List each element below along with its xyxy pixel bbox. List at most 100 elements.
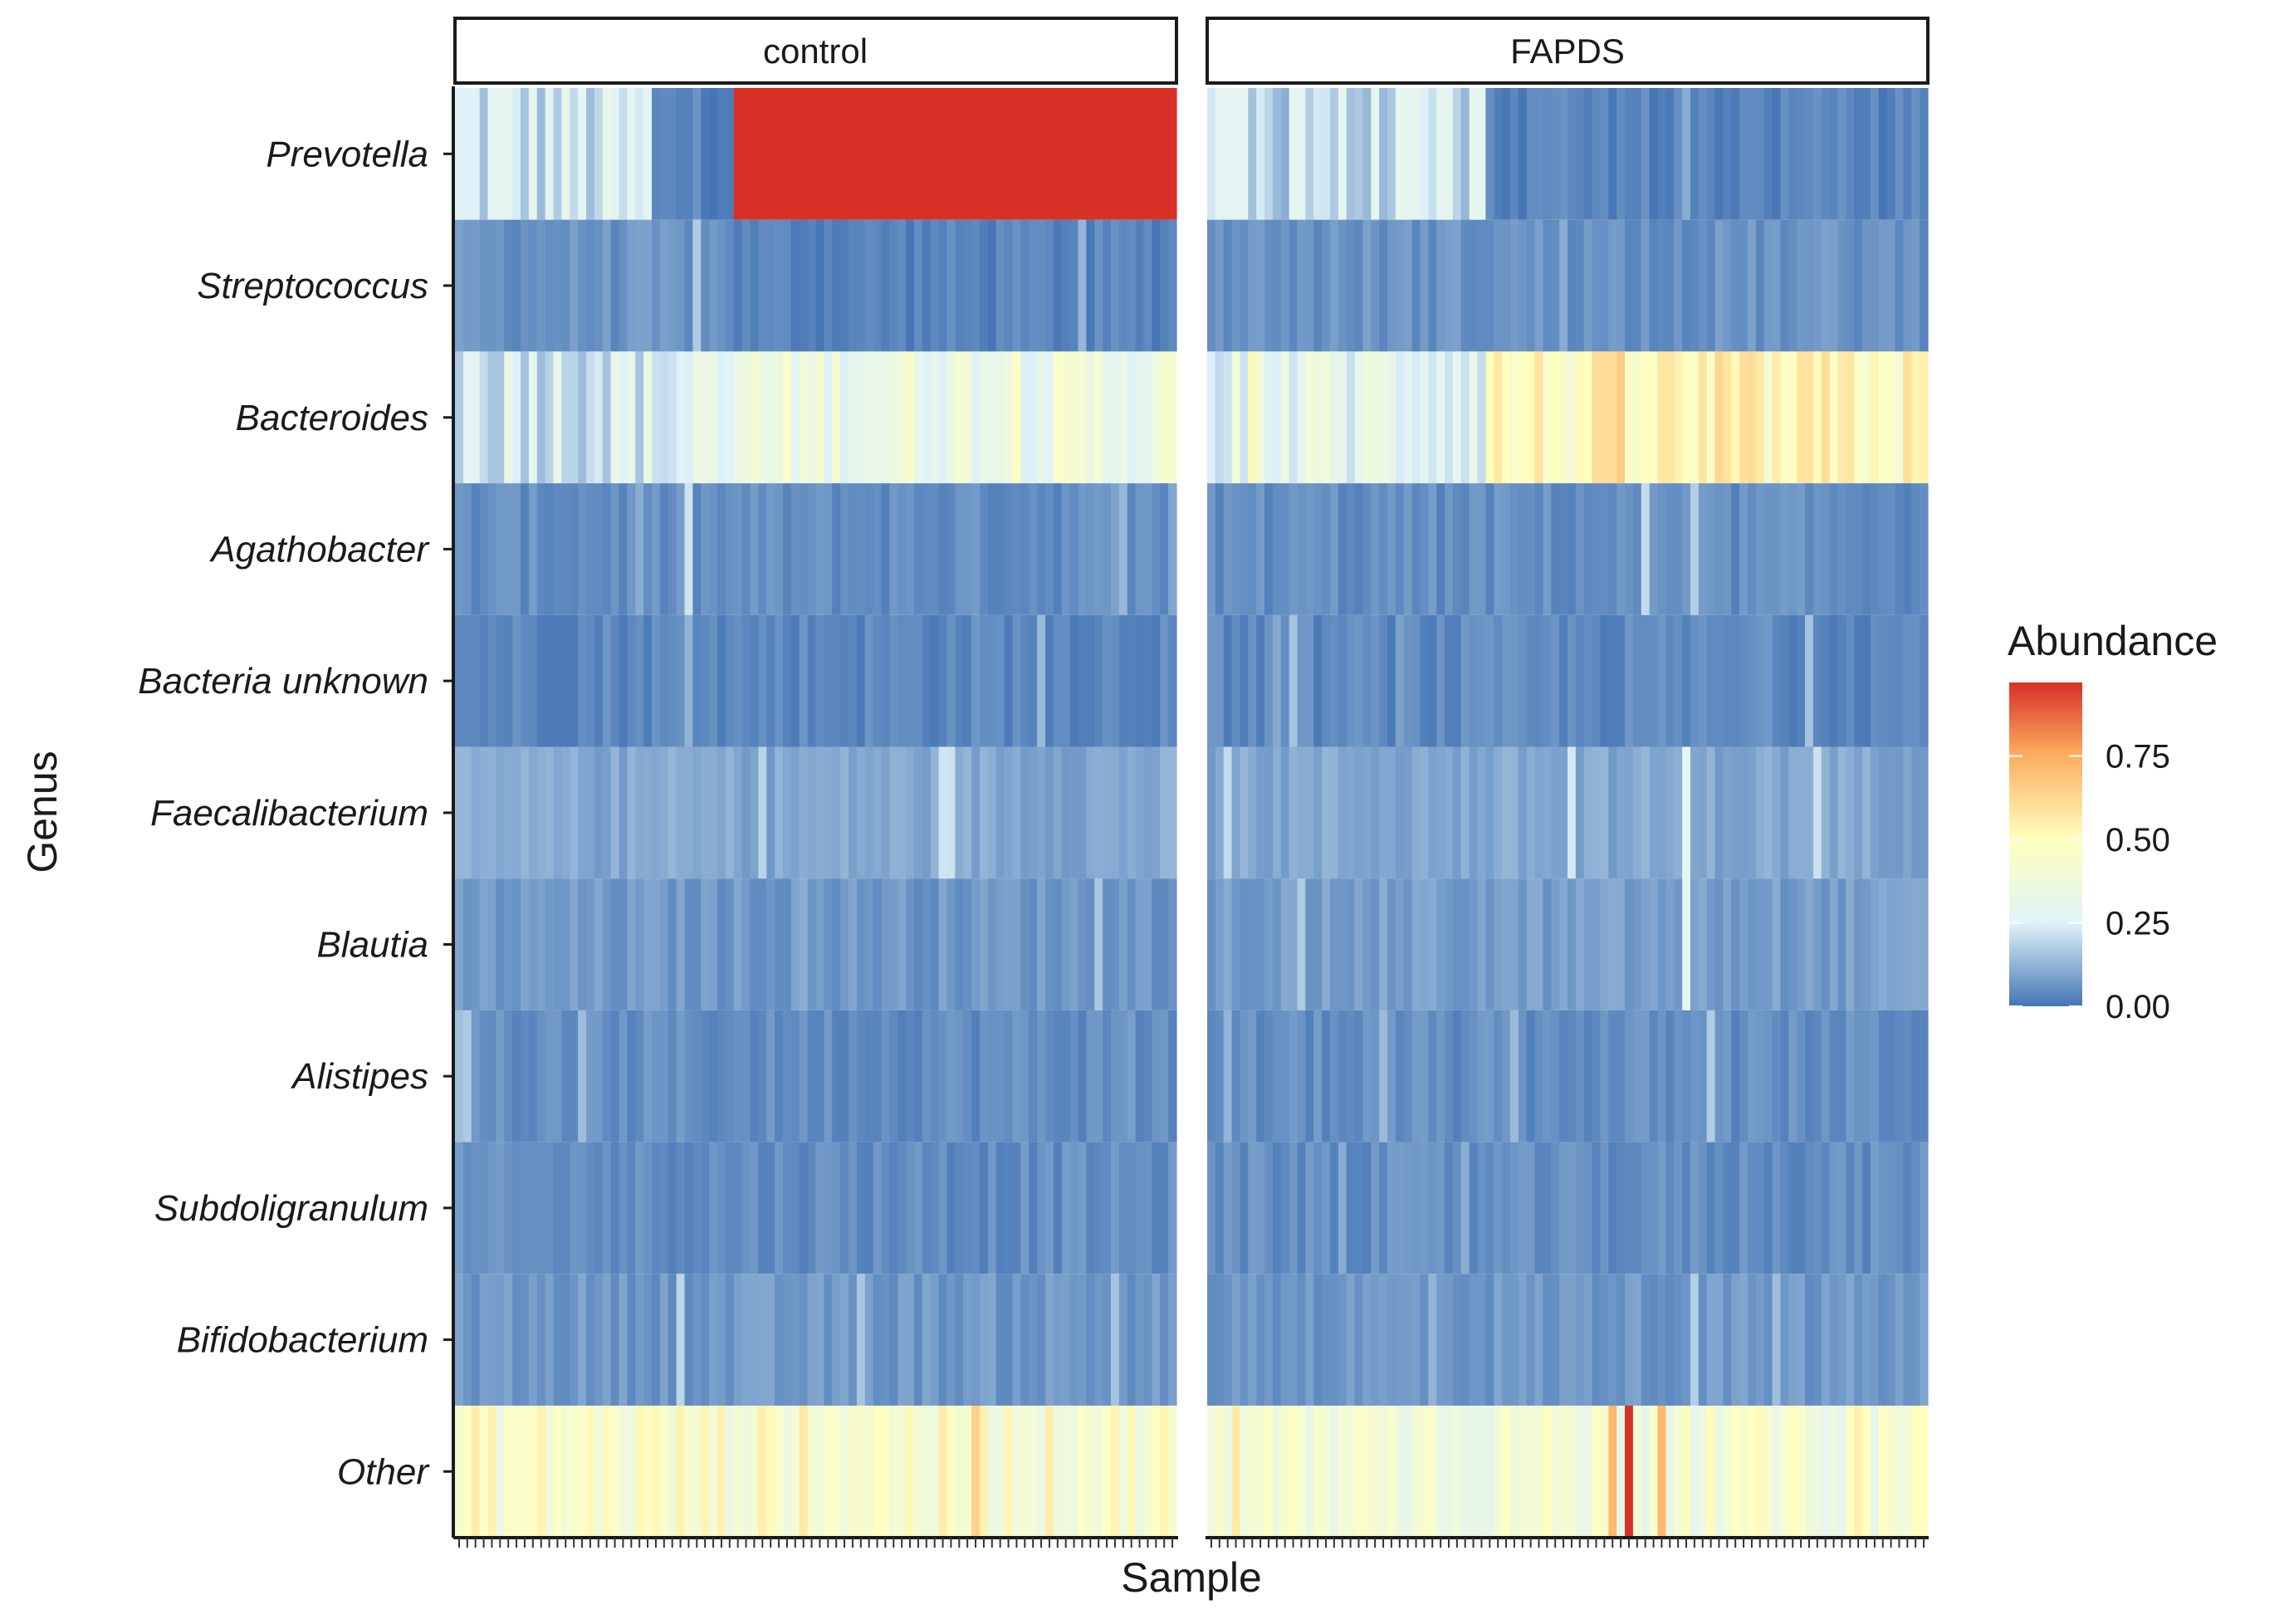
heatmap-cell (570, 614, 579, 747)
heatmap-cell (479, 1010, 489, 1142)
heatmap-cell (1354, 88, 1364, 220)
heatmap-cell (668, 88, 677, 220)
heatmap-cell (790, 1274, 800, 1406)
heatmap-cell (980, 1406, 989, 1538)
heatmap-cell (1518, 219, 1528, 352)
heatmap-cell (1020, 1406, 1030, 1538)
heatmap-cell (1763, 746, 1773, 879)
heatmap-cell (668, 614, 677, 747)
heatmap-cell (1682, 351, 1691, 484)
heatmap-cell (1649, 614, 1659, 747)
heatmap-cell (1207, 1274, 1216, 1406)
heatmap-cell (1846, 614, 1855, 747)
heatmap-cell (1086, 351, 1095, 484)
heatmap-cell (1895, 1142, 1905, 1274)
heatmap-cell (1168, 1406, 1177, 1538)
heatmap-cell (1289, 878, 1299, 1010)
heatmap-cell (987, 1010, 997, 1142)
heatmap-cell (1502, 88, 1511, 220)
heatmap-cell (652, 614, 661, 747)
heatmap-cell (790, 1142, 800, 1274)
heatmap-cell (1854, 483, 1863, 615)
heatmap-cell (1354, 878, 1364, 1010)
heatmap-cell (1086, 614, 1095, 747)
heatmap-cell (1608, 219, 1617, 352)
heatmap-cell (832, 351, 841, 484)
x-ticks (457, 1538, 1925, 1548)
heatmap-cell (980, 351, 989, 484)
heatmap-cell (1037, 483, 1046, 615)
heatmap-cell (1452, 483, 1462, 615)
heatmap-cell (1045, 1010, 1054, 1142)
heatmap-cell (627, 1142, 636, 1274)
heatmap-cell (1821, 1010, 1831, 1142)
heatmap-cell (1862, 219, 1871, 352)
heatmap-cell (610, 351, 620, 484)
heatmap-cell (873, 351, 883, 484)
heatmap-cell (1143, 483, 1152, 615)
heatmap-cell (1135, 1142, 1145, 1274)
heatmap-cell (635, 1010, 644, 1142)
heatmap-cell (668, 1274, 677, 1406)
heatmap-cell (1362, 1406, 1372, 1538)
heatmap-cell (1690, 1274, 1700, 1406)
heatmap-cell (586, 746, 595, 879)
heatmap-cell (659, 878, 669, 1010)
heatmap-cell (938, 351, 948, 484)
heatmap-cell (462, 746, 472, 879)
heatmap-cell (1248, 614, 1257, 747)
heatmap-cell (1428, 614, 1437, 747)
heatmap-cell (1682, 746, 1691, 879)
heatmap-cell (1509, 878, 1519, 1010)
heatmap-cell (898, 483, 907, 615)
heatmap-cell (1559, 351, 1568, 484)
heatmap-cell (619, 746, 628, 879)
heatmap-cell (668, 1142, 677, 1274)
heatmap-cell (824, 1010, 833, 1142)
heatmap-cell (980, 1142, 989, 1274)
heatmap-cell (1805, 351, 1814, 484)
heatmap-cell (824, 1406, 833, 1538)
heatmap-cell (963, 351, 972, 484)
heatmap-cell (1706, 219, 1716, 352)
heatmap-cell (1755, 1010, 1765, 1142)
heatmap-cell (1272, 878, 1282, 1010)
heatmap-cell (971, 483, 981, 615)
heatmap-cell (758, 878, 767, 1010)
heatmap-cell (668, 219, 677, 352)
heatmap-cell (938, 1274, 948, 1406)
heatmap-cell (692, 1274, 702, 1406)
heatmap-cell (627, 1010, 636, 1142)
heatmap-cell (455, 1010, 464, 1142)
heatmap-cell (1568, 219, 1577, 352)
heatmap-cell (1445, 746, 1454, 879)
heatmap-cell (1207, 614, 1216, 747)
heatmap-cell (1625, 1406, 1634, 1538)
heatmap-cell (553, 483, 562, 615)
heatmap-cell (1625, 351, 1634, 484)
heatmap-cell (864, 746, 874, 879)
heatmap-cell (1045, 483, 1054, 615)
heatmap-cell (1674, 1274, 1683, 1406)
heatmap-cell (1788, 351, 1797, 484)
heatmap-cell (783, 88, 792, 220)
heatmap-cell (1608, 746, 1617, 879)
heatmap-cell (1657, 219, 1666, 352)
heatmap-cell (471, 1010, 481, 1142)
heatmap-cell (594, 351, 604, 484)
heatmap-cell (1045, 746, 1054, 879)
heatmap-cell (995, 1406, 1005, 1538)
heatmap-cell (619, 483, 628, 615)
heatmap-cell (1575, 1142, 1585, 1274)
heatmap-cell (1714, 483, 1724, 615)
heatmap-cell (1886, 1142, 1896, 1274)
heatmap-cell (750, 1274, 759, 1406)
heatmap-cell (783, 1274, 792, 1406)
heatmap-cell (1674, 88, 1683, 220)
heatmap-cell (1207, 746, 1216, 879)
heatmap-cell (1256, 88, 1265, 220)
heatmap-cell (570, 878, 579, 1010)
heatmap-cell (1592, 483, 1602, 615)
heatmap-cell (1903, 1010, 1912, 1142)
heatmap-cell (750, 219, 759, 352)
